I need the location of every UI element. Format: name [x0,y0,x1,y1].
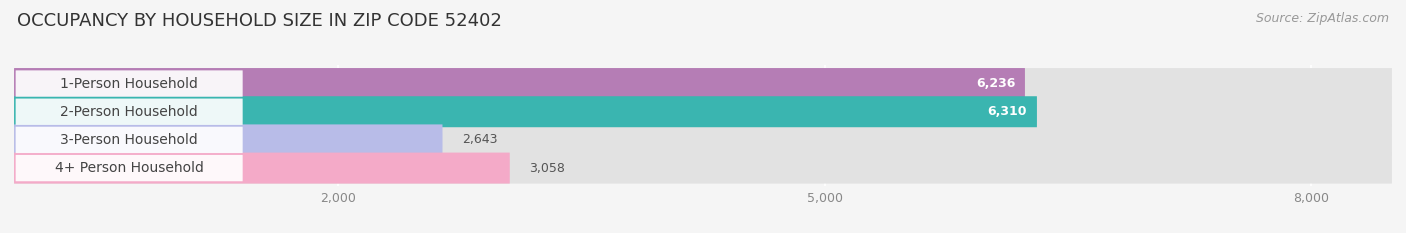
FancyBboxPatch shape [14,68,1025,99]
FancyBboxPatch shape [14,68,1392,99]
Text: 2,643: 2,643 [463,134,498,146]
FancyBboxPatch shape [14,96,1392,127]
FancyBboxPatch shape [14,124,443,155]
Text: 1-Person Household: 1-Person Household [60,77,198,91]
FancyBboxPatch shape [15,127,243,153]
Text: OCCUPANCY BY HOUSEHOLD SIZE IN ZIP CODE 52402: OCCUPANCY BY HOUSEHOLD SIZE IN ZIP CODE … [17,12,502,30]
FancyBboxPatch shape [14,96,1038,127]
FancyBboxPatch shape [15,99,243,125]
Text: 6,310: 6,310 [987,105,1028,118]
Text: 6,236: 6,236 [976,77,1015,90]
Text: 3,058: 3,058 [529,161,565,175]
Text: Source: ZipAtlas.com: Source: ZipAtlas.com [1256,12,1389,25]
FancyBboxPatch shape [15,155,243,181]
Text: 3-Person Household: 3-Person Household [60,133,198,147]
FancyBboxPatch shape [15,70,243,97]
Text: 4+ Person Household: 4+ Person Household [55,161,204,175]
FancyBboxPatch shape [14,153,1392,184]
FancyBboxPatch shape [14,124,1392,155]
FancyBboxPatch shape [14,153,510,184]
Text: 2-Person Household: 2-Person Household [60,105,198,119]
